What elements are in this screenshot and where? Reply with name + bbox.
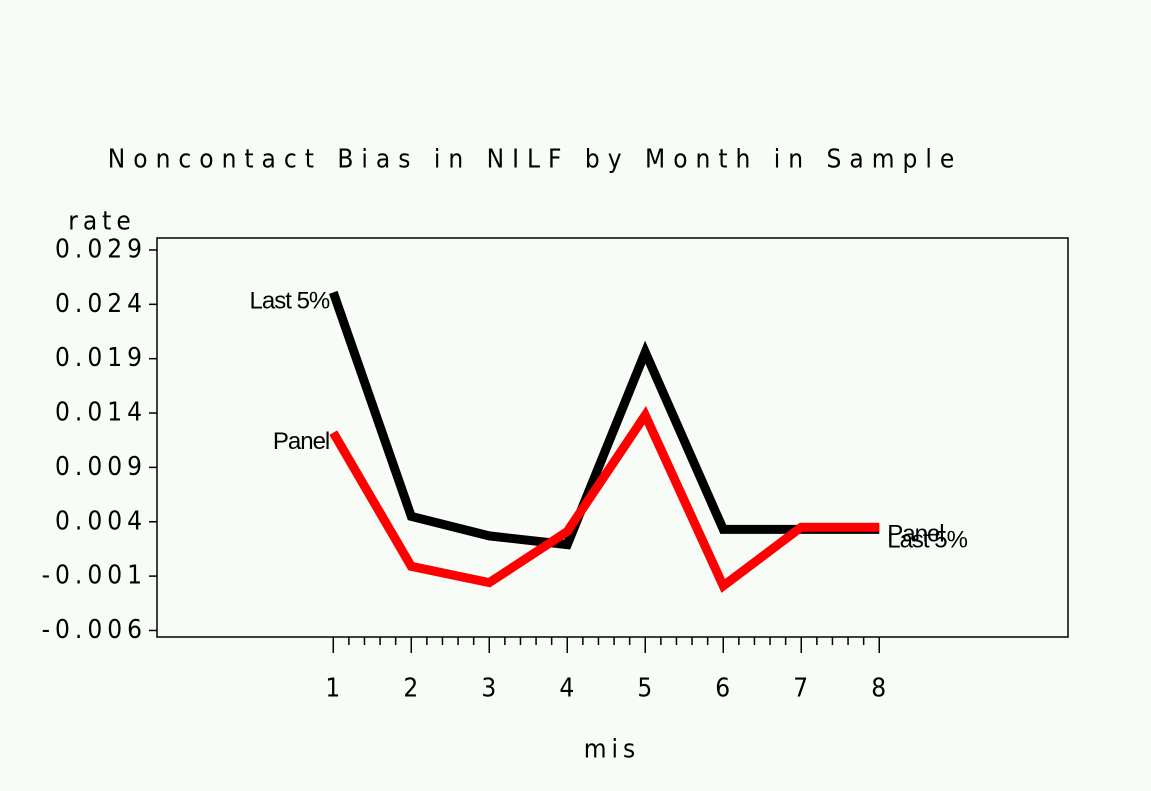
x-tick-label: 3	[481, 674, 501, 704]
y-tick-label: -0.006	[42, 615, 147, 645]
x-tick-label: 1	[325, 674, 345, 704]
x-tick-label: 7	[793, 674, 813, 704]
x-tick-label: 2	[403, 674, 423, 704]
y-tick-label: 0.014	[55, 398, 147, 428]
series-label-end: Panel	[887, 521, 943, 548]
series-line	[329, 406, 880, 593]
x-tick-label: 6	[715, 674, 735, 704]
x-axis-label: mis	[584, 735, 640, 765]
y-axis-label: rate	[68, 207, 136, 237]
series-line	[329, 290, 880, 550]
series-label-start: Panel	[273, 428, 329, 455]
y-tick-label: 0.019	[55, 343, 147, 373]
y-tick-label: 0.024	[55, 289, 147, 319]
chart-title: Noncontact Bias in NILF by Month in Samp…	[108, 145, 962, 175]
y-tick-label: -0.001	[42, 561, 147, 591]
x-tick-label: 8	[871, 674, 891, 704]
x-tick-label: 5	[637, 674, 657, 704]
y-tick-label: 0.004	[55, 506, 147, 536]
x-tick-label: 4	[559, 674, 579, 704]
series-label-end: Last 5%	[887, 527, 967, 554]
series-label-start: Last 5%	[250, 288, 330, 315]
y-tick-label: 0.029	[55, 234, 147, 264]
y-tick-label: 0.009	[55, 452, 147, 482]
